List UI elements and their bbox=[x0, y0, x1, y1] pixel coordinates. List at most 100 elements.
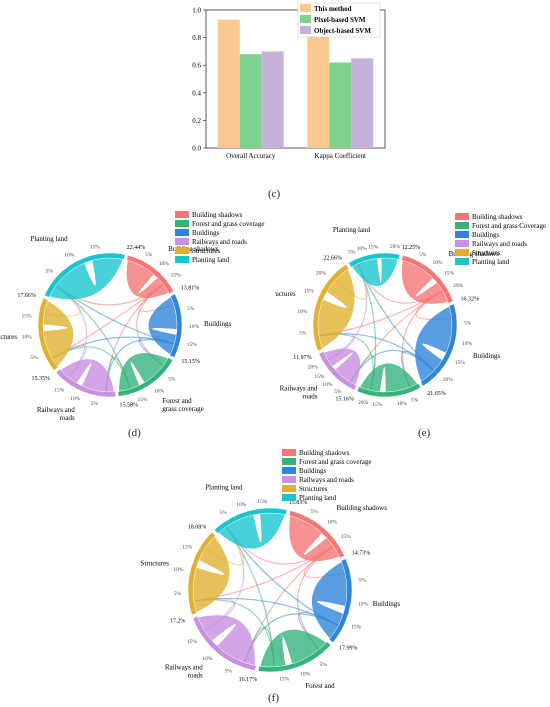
arc-percent: 15.83% bbox=[289, 500, 308, 506]
legend-swatch bbox=[175, 238, 189, 245]
arc-tick: 10% bbox=[397, 401, 408, 407]
arc-4 bbox=[37, 297, 59, 371]
arc-percent: 13.81% bbox=[181, 286, 200, 292]
legend-swatch bbox=[175, 229, 189, 236]
legend-label: Building shadows bbox=[192, 211, 243, 219]
arc-tick: 15% bbox=[444, 270, 455, 276]
arc-tick: 15% bbox=[54, 387, 65, 393]
legend-swatch bbox=[455, 222, 469, 229]
y-tick-label: 0.6 bbox=[192, 62, 201, 70]
arc-tick: 5% bbox=[299, 330, 307, 336]
legend-label: Structures bbox=[472, 249, 501, 257]
arc-name: Buildings bbox=[473, 352, 501, 360]
arc-name: Structures bbox=[0, 333, 17, 341]
arc-5 bbox=[44, 252, 126, 298]
legend-swatch bbox=[455, 240, 469, 247]
y-tick-label: 0.2 bbox=[192, 117, 201, 125]
arc-percent: 15.35% bbox=[32, 376, 51, 382]
legend-swatch bbox=[455, 213, 469, 220]
arc-1 bbox=[169, 293, 183, 358]
bar-chart: 0.0 0.2 0.4 0.6 0.8 1.0 Overall Accuracy Kappa … bbox=[192, 2, 386, 160]
bar-2-0 bbox=[261, 51, 284, 148]
arc-name: Railways and bbox=[280, 384, 318, 392]
arc-name: Planting land bbox=[30, 235, 68, 243]
legend-swatch bbox=[455, 231, 469, 238]
bar-0-0 bbox=[217, 19, 240, 148]
arc-tick: 5% bbox=[334, 389, 342, 395]
chord-diagram-d: 13.81% 5% 10% 15% Building shadows 15.15% 5% 10… bbox=[0, 211, 265, 422]
arc-tick: 5% bbox=[320, 662, 328, 668]
bar-1-0 bbox=[239, 54, 262, 148]
legend-swatch bbox=[175, 256, 189, 263]
arc-name: roads bbox=[60, 414, 75, 422]
arc-name: Building shadows bbox=[449, 250, 500, 258]
ribbon-self-5 bbox=[218, 512, 285, 549]
arc-tick: 15% bbox=[351, 625, 362, 631]
chord-panel-e: 16.32% 5% 10% 15% 20% Building shadows 21.65% 5… bbox=[267, 205, 550, 425]
legend-label: Planting land bbox=[472, 258, 510, 266]
arc-tick: 15% bbox=[368, 244, 379, 250]
arc-0 bbox=[126, 254, 174, 295]
arc-name: Structures bbox=[141, 559, 170, 567]
legend-swatch bbox=[175, 220, 189, 227]
legend-label: Forest and grass coverage bbox=[299, 458, 372, 466]
legend-swatch bbox=[282, 494, 296, 501]
arc-tick: 10% bbox=[202, 656, 213, 662]
caption-f: (f) bbox=[268, 692, 279, 704]
arc-tick: 5% bbox=[187, 306, 195, 312]
arc-1 bbox=[328, 558, 353, 643]
ribbon-self-1 bbox=[148, 297, 178, 355]
legend-swatch bbox=[300, 15, 311, 23]
plot-frame bbox=[205, 9, 386, 149]
bar-1-1 bbox=[329, 62, 352, 148]
legend-label: Planting land bbox=[192, 256, 230, 264]
arc-tick: 20% bbox=[390, 244, 401, 250]
arc-tick: 10% bbox=[300, 672, 311, 678]
x-tick-label: Overall Accuracy bbox=[226, 152, 276, 160]
legend-label: Pixel-based SVM bbox=[314, 16, 366, 24]
legend-label: Building shadows bbox=[472, 213, 523, 221]
arc-tick: 10% bbox=[173, 567, 184, 573]
arc-tick: 15% bbox=[90, 245, 101, 251]
legend-swatch bbox=[455, 258, 469, 265]
arc-percent: 15.15% bbox=[181, 359, 200, 365]
arc-percent: 17.2% bbox=[170, 619, 186, 625]
arc-tick: 20% bbox=[453, 283, 464, 289]
arc-percent: 12.25% bbox=[402, 245, 421, 251]
arc-tick: 15% bbox=[279, 677, 290, 683]
legend-label: Buildings bbox=[472, 231, 500, 239]
legend-swatch bbox=[282, 476, 296, 483]
arc-name: grass coverage bbox=[162, 405, 203, 413]
arc-tick: 10% bbox=[64, 252, 75, 258]
legend-swatch bbox=[455, 249, 469, 256]
legend-label: Structures bbox=[299, 485, 328, 493]
arc-tick: 5% bbox=[145, 252, 153, 258]
legend-label: Railways and roads bbox=[192, 238, 247, 246]
arc-tick: 15% bbox=[21, 314, 32, 320]
arc-tick: 15% bbox=[182, 544, 193, 550]
arc-tick: 20% bbox=[316, 271, 327, 277]
arc-3 bbox=[55, 368, 117, 398]
arc-tick: 10% bbox=[322, 382, 333, 388]
arc-percent: 22.44% bbox=[127, 245, 146, 251]
chord-panel-f: 14.73% 5% 10% 15% Building shadows 17.99% 5% 10… bbox=[120, 445, 420, 698]
arc-name: Railways and bbox=[165, 663, 203, 671]
arc-tick: 10% bbox=[70, 396, 81, 402]
arc-5 bbox=[348, 252, 401, 268]
arc-tick: 10% bbox=[358, 602, 369, 608]
arc-percent: 14.73% bbox=[352, 550, 371, 556]
y-tick-label: 0.8 bbox=[192, 34, 201, 42]
arc-2 bbox=[117, 357, 174, 397]
legend-swatch bbox=[282, 485, 296, 492]
arc-tick: 5% bbox=[311, 509, 319, 515]
arc-tick: 15% bbox=[187, 342, 198, 348]
arc-tick: 5% bbox=[348, 250, 356, 256]
arc-tick: 15% bbox=[137, 397, 148, 403]
legend-label: Forest and grass Coverage bbox=[472, 222, 546, 230]
arc-name: Planting land bbox=[333, 226, 371, 234]
arc-percent: 16.17% bbox=[239, 677, 258, 683]
arc-tick: 5% bbox=[46, 268, 54, 274]
arc-5 bbox=[213, 507, 288, 534]
arc-tick: 15% bbox=[171, 272, 182, 278]
legend-label: Building shadows bbox=[299, 449, 350, 457]
